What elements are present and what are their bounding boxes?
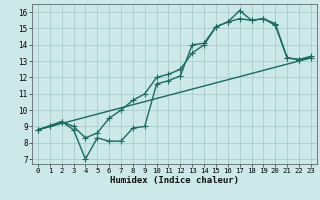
X-axis label: Humidex (Indice chaleur): Humidex (Indice chaleur) [110, 176, 239, 185]
